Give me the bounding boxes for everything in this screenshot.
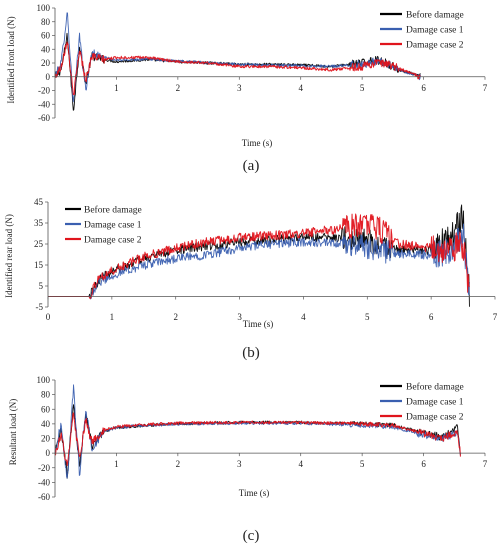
legend-label: Damage case 2 — [84, 236, 142, 246]
y-tick-label: -20 — [38, 463, 50, 473]
legend-label: Before damage — [406, 10, 464, 21]
x-axis-label: Time (s) — [243, 319, 273, 329]
x-tick-label: 6 — [429, 312, 434, 322]
y-tick-label: -40 — [38, 99, 50, 109]
y-tick-label: 15 — [34, 260, 44, 270]
x-tick-label: 2 — [176, 83, 181, 93]
panel-label: (a) — [243, 158, 260, 174]
legend: Before damage Damage case 1 Damage case 2 — [65, 205, 142, 246]
legend-label: Before damage — [84, 205, 142, 216]
x-tick-label: 0 — [46, 312, 51, 322]
x-axis-label: Time (s) — [242, 138, 272, 148]
x-tick-label: 7 — [483, 83, 488, 93]
y-tick-label: -60 — [38, 113, 50, 123]
axes-layer: -60 -40 -20 0 20 40 60 80 100 1 2 3 4 5 6 7 — [37, 375, 488, 502]
y-axis-label: Identified rear load (N) — [4, 214, 14, 298]
x-tick-label: 3 — [237, 83, 242, 93]
series-layer — [54, 384, 461, 479]
y-tick-label: 80 — [41, 390, 51, 400]
x-tick-label: 7 — [493, 312, 498, 322]
x-tick-label: 2 — [176, 459, 181, 469]
x-tick-label: 4 — [298, 459, 303, 469]
x-tick-label: 6 — [421, 83, 426, 93]
x-tick-label: 4 — [298, 83, 303, 93]
x-axis-label: Time (s) — [239, 488, 269, 498]
y-tick-label: 45 — [34, 197, 44, 207]
y-axis-label: Identified front load (N) — [6, 16, 16, 103]
y-tick-label: 40 — [41, 419, 51, 429]
series-line — [54, 32, 421, 111]
x-tick-label: 7 — [483, 459, 488, 469]
y-tick-label: -40 — [38, 477, 50, 487]
y-tick-label: 35 — [34, 218, 44, 228]
series-line — [54, 384, 461, 479]
x-tick-label: 5 — [360, 83, 365, 93]
y-tick-label: 25 — [34, 239, 44, 249]
x-tick-label: 6 — [421, 459, 426, 469]
panel-label: (c) — [243, 528, 260, 544]
y-tick-label: 20 — [41, 434, 51, 444]
y-tick-label: 60 — [41, 31, 51, 41]
x-tick-label: 4 — [301, 312, 306, 322]
y-tick-label: 0 — [46, 72, 51, 82]
legend-label: Damage case 2 — [406, 413, 464, 423]
y-tick-label: 5 — [39, 281, 44, 291]
y-tick-label: 20 — [41, 58, 51, 68]
legend-label: Damage case 1 — [406, 398, 464, 408]
series-line — [48, 223, 470, 299]
axes-layer: -60 -40 -20 0 20 40 60 80 100 1 2 3 4 5 6 7 — [37, 3, 488, 123]
y-tick-label: 100 — [37, 3, 51, 13]
y-tick-label: 60 — [41, 404, 51, 414]
legend-label: Before damage — [406, 382, 464, 393]
y-tick-label: -5 — [36, 302, 44, 312]
chart-panel-a: -60 -40 -20 0 20 40 60 80 100 1 2 3 4 5 6 7 Before dama… — [6, 3, 488, 174]
panel-label: (b) — [242, 345, 260, 361]
legend-label: Damage case 1 — [84, 221, 142, 231]
legend-label: Damage case 2 — [406, 41, 464, 51]
y-tick-label: 0 — [46, 448, 51, 458]
legend-label: Damage case 1 — [406, 26, 464, 36]
series-line — [54, 41, 421, 96]
series-layer — [48, 204, 470, 307]
x-tick-label: 2 — [173, 312, 178, 322]
x-tick-label: 1 — [110, 312, 115, 322]
y-tick-label: 40 — [41, 44, 51, 54]
x-tick-label: 1 — [114, 83, 119, 93]
series-line — [54, 412, 461, 467]
x-tick-label: 5 — [360, 459, 365, 469]
legend: Before damage Damage case 1 Damage case 2 — [380, 382, 464, 423]
y-tick-label: 100 — [37, 375, 51, 385]
y-tick-label: 80 — [41, 17, 51, 27]
x-tick-label: 3 — [237, 459, 242, 469]
x-tick-label: 5 — [365, 312, 370, 322]
x-tick-label: 1 — [114, 459, 119, 469]
series-line — [48, 213, 470, 300]
series-layer — [54, 12, 421, 111]
chart-panel-c: -60 -40 -20 0 20 40 60 80 100 1 2 3 4 5 6 7 Before dama… — [8, 375, 488, 544]
y-tick-label: -20 — [38, 86, 50, 96]
y-tick-label: -60 — [38, 492, 50, 502]
y-axis-label: Resultant load (N) — [8, 399, 18, 466]
x-tick-label: 3 — [237, 312, 242, 322]
legend: Before damage Damage case 1 Damage case 2 — [380, 10, 464, 51]
